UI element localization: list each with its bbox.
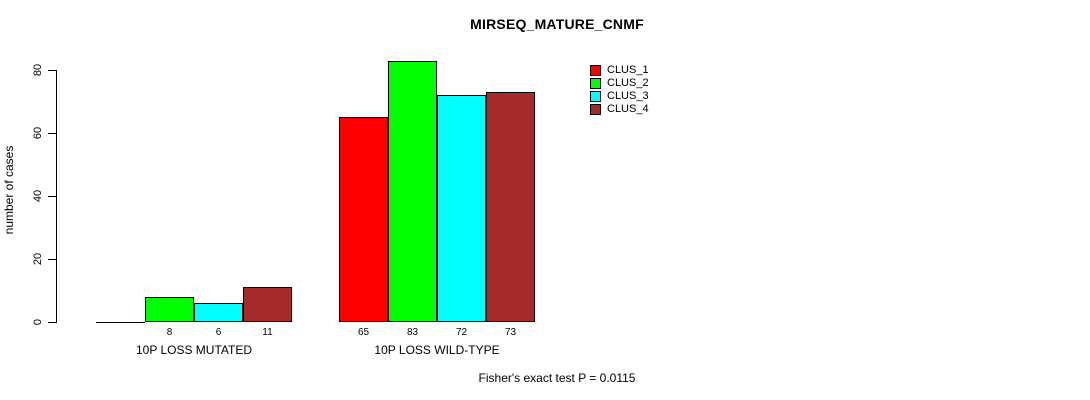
bar-clus_4-group1 [243,287,292,322]
legend-label: CLUS_3 [607,90,649,102]
bar-clus_1-group2 [339,117,388,322]
legend-swatch-icon [590,91,601,102]
legend: CLUS_1 CLUS_2 CLUS_3 CLUS_4 [590,64,649,116]
bar-value-label: 65 [357,327,370,338]
y-axis-tick [48,70,57,71]
y-axis-tick-label: 60 [32,126,44,140]
bar-value-label: 6 [215,327,222,338]
y-axis-tick-label: 80 [32,63,44,77]
legend-item-clus_4: CLUS_4 [590,103,649,116]
bar-clus_3-group2 [437,95,486,322]
y-axis-tick [48,259,57,260]
legend-label: CLUS_4 [607,103,649,115]
bar-value-label: 83 [406,327,419,338]
y-axis-tick [48,133,57,134]
chart-title: MIRSEQ_MATURE_CNMF [470,16,644,32]
legend-item-clus_1: CLUS_1 [590,64,649,77]
bar-value-label: 11 [262,327,273,338]
bar-value-label: 8 [166,327,173,338]
annotation-fisher-test: Fisher's exact test P = 0.0115 [478,371,636,385]
y-axis-tick [48,322,57,323]
x-category-label: 10P LOSS MUTATED [135,343,253,357]
x-category-label: 10P LOSS WILD-TYPE [374,343,500,357]
legend-swatch-icon [590,104,601,115]
bar-clus_3-group1 [194,303,243,322]
bar-value-label: 72 [455,327,468,338]
y-axis-tick-label: 20 [32,252,44,266]
bar-clus_4-group2 [486,92,535,322]
legend-label: CLUS_1 [607,64,649,76]
y-axis-tick [48,196,57,197]
legend-swatch-icon [590,78,601,89]
legend-item-clus_2: CLUS_2 [590,77,649,90]
bar-value-label: 73 [504,327,517,338]
legend-item-clus_3: CLUS_3 [590,90,649,103]
y-axis-tick-label: 0 [32,318,44,326]
y-axis-tick-label: 40 [32,189,44,203]
bar-clus_1-group1 [96,322,145,323]
legend-label: CLUS_2 [607,77,649,89]
bar-clus_2-group1 [145,297,194,322]
bar-clus_2-group2 [388,61,437,322]
legend-swatch-icon [590,65,601,76]
